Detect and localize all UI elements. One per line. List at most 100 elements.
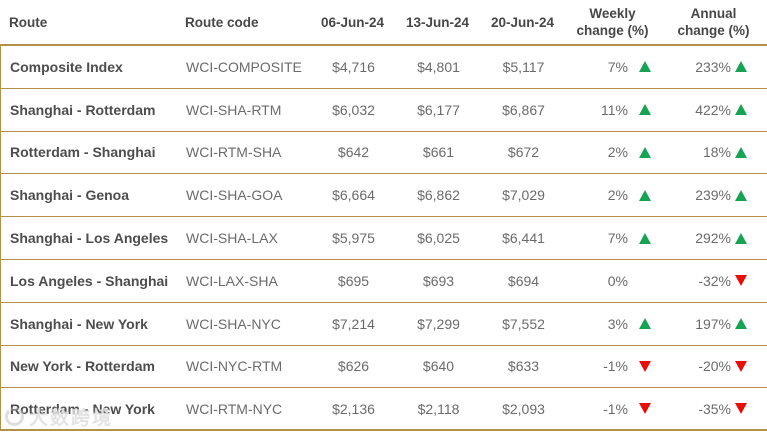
up-arrow-icon — [638, 146, 651, 158]
annual-change-label-line2: change (%) — [677, 23, 750, 38]
percent-value: -35% — [698, 400, 731, 417]
weekly-change-cell: 2% — [566, 144, 661, 160]
route-name: Rotterdam - Shanghai — [10, 144, 156, 161]
price-20-jun-24: $5,117 — [502, 58, 545, 75]
up-arrow-box — [628, 189, 661, 201]
table-row: Composite Index WCI-COMPOSITE $4,716 $4,801… — [1, 46, 767, 89]
price-13-jun-24: $693 — [422, 272, 455, 289]
table-row: New York - Rotterdam WCI-NYC-RTM $626 $640 $… — [1, 346, 767, 389]
price-20-jun-24: $7,552 — [502, 315, 545, 332]
price-13-jun-24: $6,862 — [417, 187, 460, 204]
percent-value: 18% — [702, 144, 731, 161]
percent-value: 233% — [695, 58, 731, 75]
up-arrow-icon — [735, 318, 747, 330]
column-header-annual-change: Annual change (%) — [660, 0, 767, 44]
weekly-change-cell: 0% — [566, 273, 661, 289]
price-13-jun-24: $4,801 — [417, 58, 460, 75]
up-arrow-box — [628, 318, 661, 330]
up-arrow-box — [731, 318, 751, 330]
up-arrow-icon — [735, 146, 747, 158]
route-code: WCI-RTM-SHA — [186, 144, 282, 161]
price-06-jun-24: $6,664 — [332, 187, 375, 204]
up-arrow-icon — [638, 318, 651, 330]
annual-change-label-line1: Annual — [690, 6, 737, 21]
weekly-change-cell: 3% — [566, 316, 661, 332]
table-body: Composite Index WCI-COMPOSITE $4,716 $4,801… — [0, 46, 767, 432]
weekly-change-cell: 7% — [566, 230, 661, 246]
down-arrow-icon — [735, 403, 747, 415]
up-arrow-box — [731, 189, 751, 201]
price-06-jun-24: $4,716 — [332, 58, 375, 75]
route-code: WCI-SHA-LAX — [186, 230, 278, 247]
percent-value: 11% — [601, 101, 628, 118]
annual-change-cell: 292% — [661, 230, 767, 246]
price-20-jun-24: $6,867 — [502, 101, 545, 118]
route-name: New York - Rotterdam — [10, 358, 155, 375]
price-06-jun-24: $2,136 — [332, 400, 375, 417]
percent-value: 0% — [607, 272, 628, 289]
weekly-change-cell: 7% — [566, 59, 661, 75]
route-code: WCI-RTM-NYC — [186, 400, 283, 417]
route-code: WCI-COMPOSITE — [186, 58, 302, 75]
route-code: WCI-LAX-SHA — [186, 272, 278, 289]
down-arrow-icon — [735, 275, 747, 287]
table-row: Rotterdam - Shanghai WCI-RTM-SHA $642 $661 $… — [1, 132, 767, 175]
route-name: Composite Index — [10, 58, 123, 75]
price-13-jun-24: $640 — [422, 358, 455, 375]
annual-change-cell: 422% — [661, 102, 767, 118]
price-13-jun-24: $2,118 — [417, 400, 460, 417]
price-06-jun-24: $642 — [337, 144, 370, 161]
route-name: Los Angeles - Shanghai — [10, 272, 169, 289]
route-name: Shanghai - Genoa — [10, 187, 130, 204]
route-name: Shanghai - Los Angeles — [10, 230, 169, 247]
table-row: Shanghai - Los Angeles WCI-SHA-LAX $5,975 $… — [1, 217, 767, 260]
percent-value: 3% — [607, 315, 628, 332]
annual-change-cell: -20% — [661, 358, 767, 374]
annual-change-cell: 18% — [661, 144, 767, 160]
route-code: WCI-NYC-RTM — [186, 358, 283, 375]
annual-change-cell: 233% — [661, 59, 767, 75]
column-header-weekly-change: Weekly change (%) — [565, 0, 660, 44]
down-arrow-box — [731, 403, 751, 415]
table-row: Shanghai - Rotterdam WCI-SHA-RTM $6,032 $6,… — [1, 89, 767, 132]
table-row: Los Angeles - Shanghai WCI-LAX-SHA $695 $69… — [1, 260, 767, 303]
percent-value: -1% — [603, 358, 628, 375]
percent-value: 422% — [695, 101, 731, 118]
column-header-route: Route — [9, 14, 48, 30]
price-06-jun-24: $7,214 — [332, 315, 375, 332]
price-20-jun-24: $2,093 — [502, 400, 545, 417]
price-13-jun-24: $661 — [422, 144, 455, 161]
price-20-jun-24: $633 — [507, 358, 540, 375]
up-arrow-box — [731, 61, 751, 73]
weekly-change-cell: -1% — [566, 358, 661, 374]
no-arrow-placeholder — [628, 275, 661, 287]
column-header-13-jun-24: 13-Jun-24 — [405, 14, 470, 30]
percent-value: 7% — [607, 230, 628, 247]
down-arrow-icon — [735, 360, 747, 372]
column-header-route-code: Route code — [185, 14, 259, 30]
route-code: WCI-SHA-GOA — [186, 187, 283, 204]
weekly-change-cell: -1% — [566, 401, 661, 417]
price-13-jun-24: $6,025 — [417, 230, 460, 247]
price-06-jun-24: $6,032 — [332, 101, 375, 118]
up-arrow-icon — [735, 232, 747, 244]
price-20-jun-24: $7,029 — [502, 187, 545, 204]
annual-change-cell: -32% — [661, 273, 767, 289]
price-20-jun-24: $672 — [507, 144, 540, 161]
down-arrow-box — [628, 403, 661, 415]
percent-value: -20% — [698, 358, 731, 375]
up-arrow-box — [628, 61, 661, 73]
weekly-change-label-line2: change (%) — [576, 23, 649, 38]
up-arrow-box — [731, 232, 751, 244]
percent-value: 239% — [695, 187, 731, 204]
route-code: WCI-SHA-NYC — [186, 315, 281, 332]
percent-value: 2% — [607, 187, 628, 204]
up-arrow-icon — [638, 189, 651, 201]
up-arrow-icon — [638, 104, 651, 116]
price-13-jun-24: $6,177 — [417, 101, 460, 118]
weekly-change-cell: 2% — [566, 187, 661, 203]
route-name: Rotterdam - New York — [10, 400, 155, 417]
route-name: Shanghai - Rotterdam — [10, 101, 156, 118]
down-arrow-icon — [638, 403, 651, 415]
